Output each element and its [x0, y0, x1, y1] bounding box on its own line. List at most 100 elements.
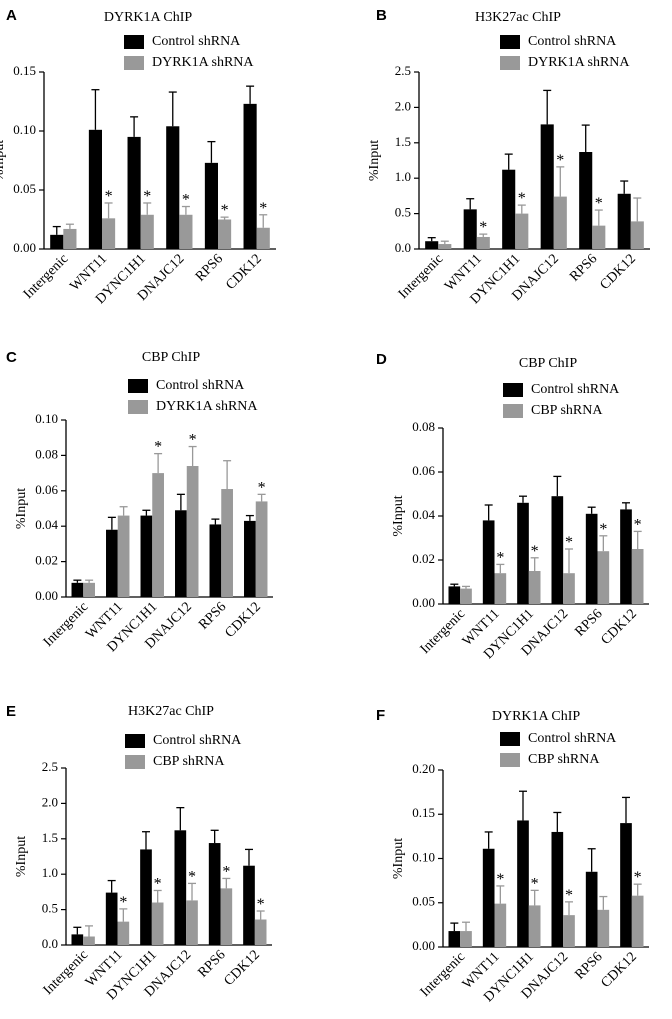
panel-e-bar-1-6	[243, 865, 255, 945]
panel-f-bar-1-5	[585, 871, 598, 947]
panel-d-bar-1-3	[517, 502, 529, 604]
panel-f-sig-2: *	[496, 871, 504, 888]
panel-a-ytick-label-0: 0.00	[13, 240, 36, 255]
panel-f-xtick-label-1: Intergenic	[418, 949, 469, 1000]
panel-b-xtick-label-1: Intergenic	[396, 251, 447, 302]
panel-a-ytick-label-1: 0.05	[13, 181, 36, 196]
panel-a-ytick-label-3: 0.15	[13, 63, 36, 78]
panel-b-bar-2-2	[476, 236, 490, 249]
panel-b-bar-2-3	[515, 213, 529, 249]
panel-c-bar-2-3	[152, 473, 164, 597]
panel-a-xtick-label-6: CDK12	[223, 251, 264, 292]
panel-b-letter: B	[376, 7, 387, 24]
panel-e-letter: E	[6, 703, 16, 720]
panel-e-ytick-label-2: 1.0	[42, 865, 58, 880]
panel-b-legend-label-2: DYRK1A shRNA	[528, 55, 630, 70]
panel-f-sig-3: *	[531, 875, 539, 892]
panel-c-ytick-label-3: 0.06	[35, 482, 58, 497]
panel-d-xtick-label-6: CDK12	[599, 606, 640, 647]
panel-b-bar-1-4	[540, 124, 554, 249]
panel-c-ytick-label-0: 0.00	[35, 588, 58, 603]
panel-a-legend-swatch-2	[124, 56, 144, 70]
panel-c-bar-1-3	[140, 515, 153, 597]
panel-e-bar-1-5	[208, 843, 221, 945]
panel-c-title: CBP ChIP	[142, 350, 200, 365]
panel-c-sig-6: *	[258, 479, 266, 496]
panel-d-ytick-label-0: 0.00	[412, 595, 435, 610]
panel-e-bar-2-5	[220, 888, 233, 945]
panel-e-bar-2-3	[151, 902, 164, 945]
panel-d-ytick-label-2: 0.04	[412, 507, 435, 522]
panel-d-xtick-label-1: Intergenic	[418, 606, 469, 657]
panel-d-bar-1-6	[620, 509, 632, 604]
panel-c-sig-3: *	[154, 439, 162, 456]
panel-c-sig-4: *	[189, 432, 197, 449]
panel-b-bar-1-3	[502, 169, 516, 249]
panel-c-bar-2-6	[255, 501, 268, 597]
panel-b-bar-2-4	[553, 196, 567, 249]
panel-a-sig-2: *	[105, 188, 113, 205]
panel-b-xtick-label-6: CDK12	[597, 251, 638, 292]
panel-d-legend-label-1: Control shRNA	[531, 382, 620, 397]
panel-c-bar-2-4	[186, 466, 199, 597]
panel-a-bar-2-6	[256, 227, 270, 249]
panel-c-bar-1-2	[106, 529, 118, 597]
panel-b-sig-2: *	[479, 219, 487, 236]
panel-b-bar-1-6	[617, 193, 631, 249]
panel-e-sig-6: *	[257, 896, 265, 913]
panel-f-ytick-label-3: 0.15	[412, 805, 435, 820]
panel-f-ytick-label-4: 0.20	[412, 761, 435, 776]
panel-e-legend-swatch-1	[125, 734, 145, 748]
panel-a-bar-2-5	[218, 219, 232, 249]
panel-e-bar-2-6	[254, 919, 267, 945]
panel-a-bar-2-2	[102, 218, 116, 249]
panel-c-bar-1-4	[175, 510, 187, 597]
panel-c-xtick-label-1: Intergenic	[41, 599, 92, 650]
panel-a-title: DYRK1A ChIP	[104, 10, 193, 25]
panel-a-bar-1-1	[50, 234, 64, 249]
panel-c-bar-1-5	[209, 524, 222, 597]
panel-b-bar-1-1	[425, 241, 439, 249]
panel-e-ytick-label-4: 2.0	[42, 794, 58, 809]
panel-f-sig-4: *	[565, 887, 573, 904]
panel-d-sig-4: *	[565, 534, 573, 551]
panel-e-ylabel: %Input	[14, 836, 29, 877]
panel-a-xtick-label-1: Intergenic	[21, 251, 72, 302]
panel-c-bar-2-2	[117, 515, 130, 597]
panel-a-bar-1-3	[127, 136, 141, 249]
panel-f-bar-2-3	[528, 905, 541, 947]
panel-d-title: CBP ChIP	[519, 356, 577, 371]
panel-f-ytick-label-2: 0.10	[412, 849, 435, 864]
panel-f-legend-label-2: CBP shRNA	[528, 752, 600, 767]
panel-d-bar-1-2	[482, 520, 495, 604]
panel-b-ytick-label-4: 2.0	[395, 98, 411, 113]
panel-c-ytick-label-5: 0.10	[35, 411, 58, 426]
panel-d-ytick-label-4: 0.08	[412, 419, 435, 434]
panel-f-ylabel: %Input	[391, 838, 406, 879]
panel-c-ytick-label-4: 0.08	[35, 446, 58, 461]
panel-c-legend-swatch-2	[128, 400, 148, 414]
panel-a-bar-2-3	[140, 214, 154, 249]
panel-b-sig-5: *	[595, 195, 603, 212]
panel-d-sig-5: *	[599, 521, 607, 538]
panel-c-bar-1-1	[71, 582, 84, 597]
panel-f-bar-1-6	[620, 823, 632, 947]
panel-e-ytick-label-3: 1.5	[42, 830, 58, 845]
panel-a-bar-1-6	[243, 103, 257, 249]
panel-b-bar-1-5	[579, 152, 593, 249]
panel-b-ytick-label-1: 0.5	[395, 205, 411, 220]
panel-f-letter: F	[376, 707, 385, 724]
panel-a-bar-2-4	[179, 214, 193, 249]
panel-f-legend-swatch-2	[500, 753, 520, 767]
panel-c-letter: C	[6, 349, 17, 366]
panel-f-bar-2-5	[597, 909, 610, 947]
panel-d-bar-2-6	[631, 549, 644, 604]
panel-c-bar-1-6	[244, 520, 256, 597]
panel-a-letter: A	[6, 7, 17, 24]
panel-c-ylabel: %Input	[14, 488, 29, 529]
panel-e-bar-1-2	[105, 892, 118, 945]
panel-a-legend-label-1: Control shRNA	[152, 34, 241, 49]
panel-e-legend-swatch-2	[125, 755, 145, 769]
panel-e-xtick-label-1: Intergenic	[41, 947, 92, 998]
